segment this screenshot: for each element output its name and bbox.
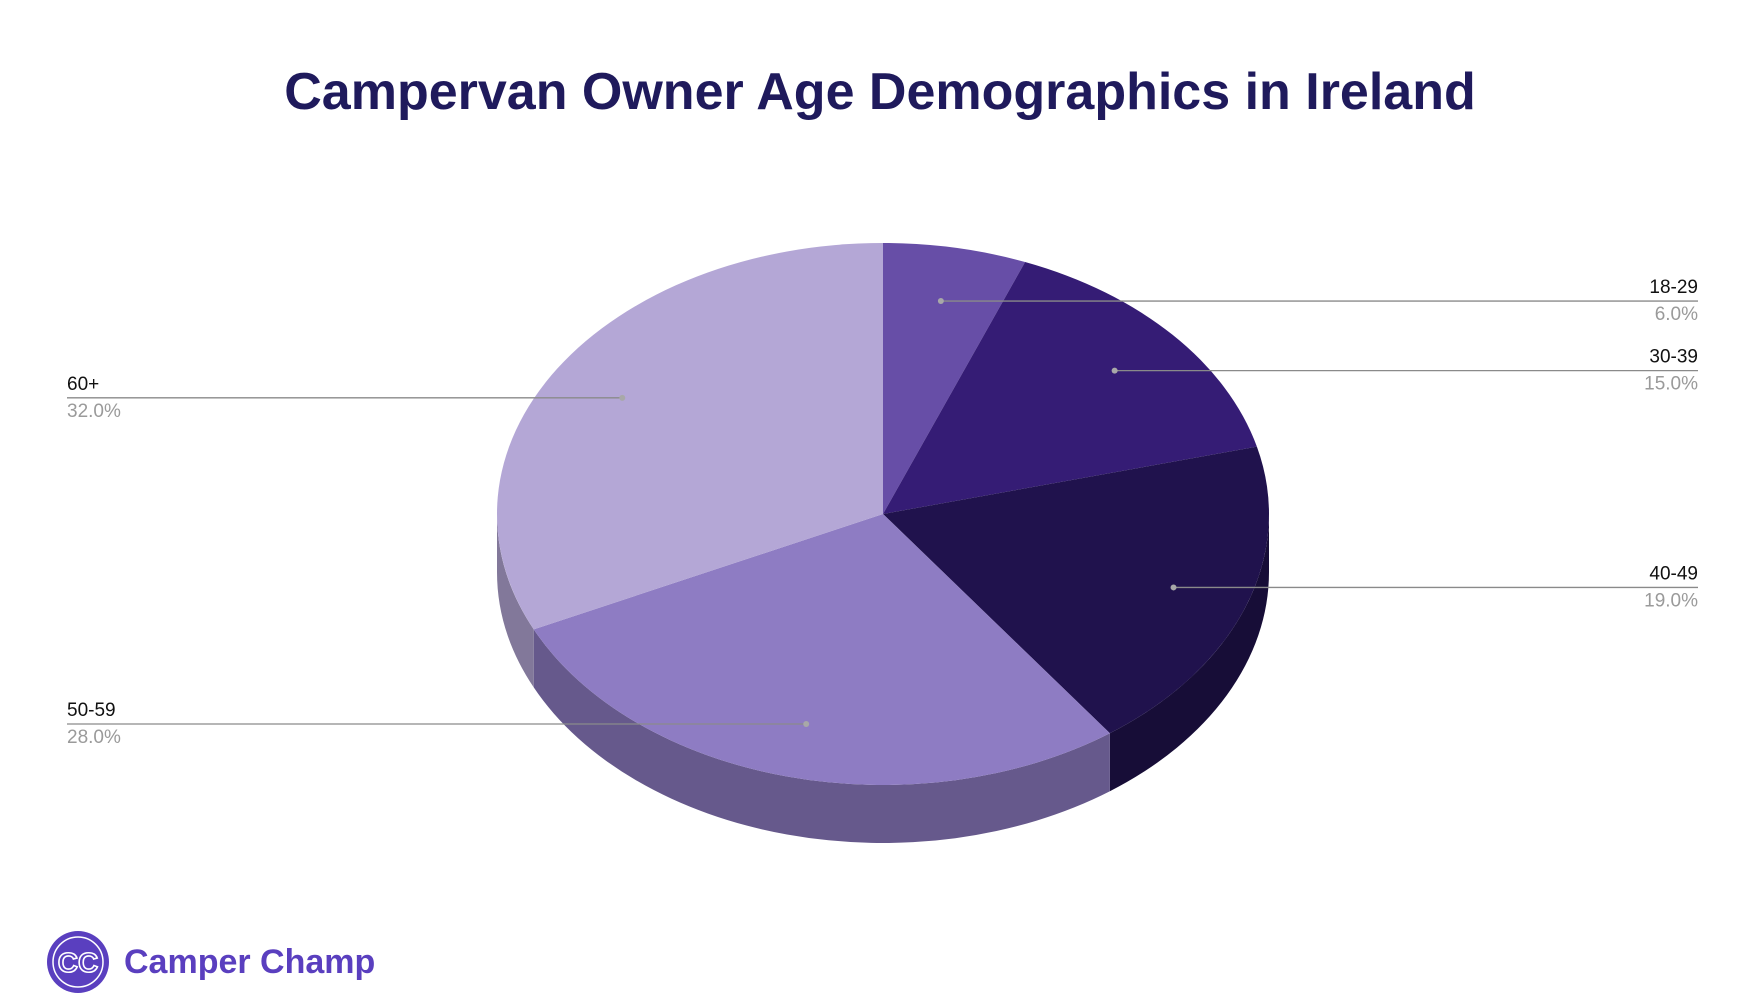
chart-title: Campervan Owner Age Demographics in Irel… — [284, 63, 1476, 121]
pie-slice-30-39[interactable] — [883, 262, 1257, 514]
slice-value-18-29: 6.0% — [1655, 304, 1698, 325]
slice-label-60: 60+ — [67, 374, 99, 395]
slice-value-30-39: 15.0% — [1644, 374, 1698, 395]
pie-sides — [497, 514, 1269, 843]
leader-dot-60 — [619, 394, 626, 401]
pie-slice-18-29[interactable] — [883, 243, 1026, 514]
pie-side-40-49 — [1109, 514, 1269, 792]
camper-champ-logo-icon: CC — [47, 931, 109, 993]
leader-dot-50-59 — [803, 720, 810, 727]
slice-label-18-29: 18-29 — [1649, 277, 1698, 298]
slice-value-40-49: 19.0% — [1644, 590, 1698, 611]
leader-dot-40-49 — [1170, 584, 1177, 591]
slice-value-60: 32.0% — [67, 401, 121, 422]
pie-slice-60[interactable] — [496, 243, 883, 630]
pie-slice-40-49[interactable] — [883, 446, 1269, 734]
pie-side-60 — [497, 514, 534, 688]
leader-dot-18-29 — [937, 298, 944, 305]
slice-label-30-39: 30-39 — [1649, 347, 1698, 368]
pie-slices — [496, 243, 1269, 786]
leader-dot-30-39 — [1111, 367, 1118, 374]
pie-labels: 18-29 6.0% 30-39 15.0% 40-49 19.0% 50-59 28.0% 6… — [67, 277, 1698, 748]
pie-side-50-59 — [533, 629, 1110, 843]
slice-label-50-59: 50-59 — [67, 700, 116, 721]
brand-logo: CC Camper Champ — [46, 930, 375, 994]
slice-value-50-59: 28.0% — [67, 727, 121, 748]
pie-slice-50-59[interactable] — [533, 514, 1110, 786]
slice-label-40-49: 40-49 — [1649, 563, 1698, 584]
logo-letters: CC — [58, 947, 98, 978]
brand-name: Camper Champ — [124, 942, 376, 981]
